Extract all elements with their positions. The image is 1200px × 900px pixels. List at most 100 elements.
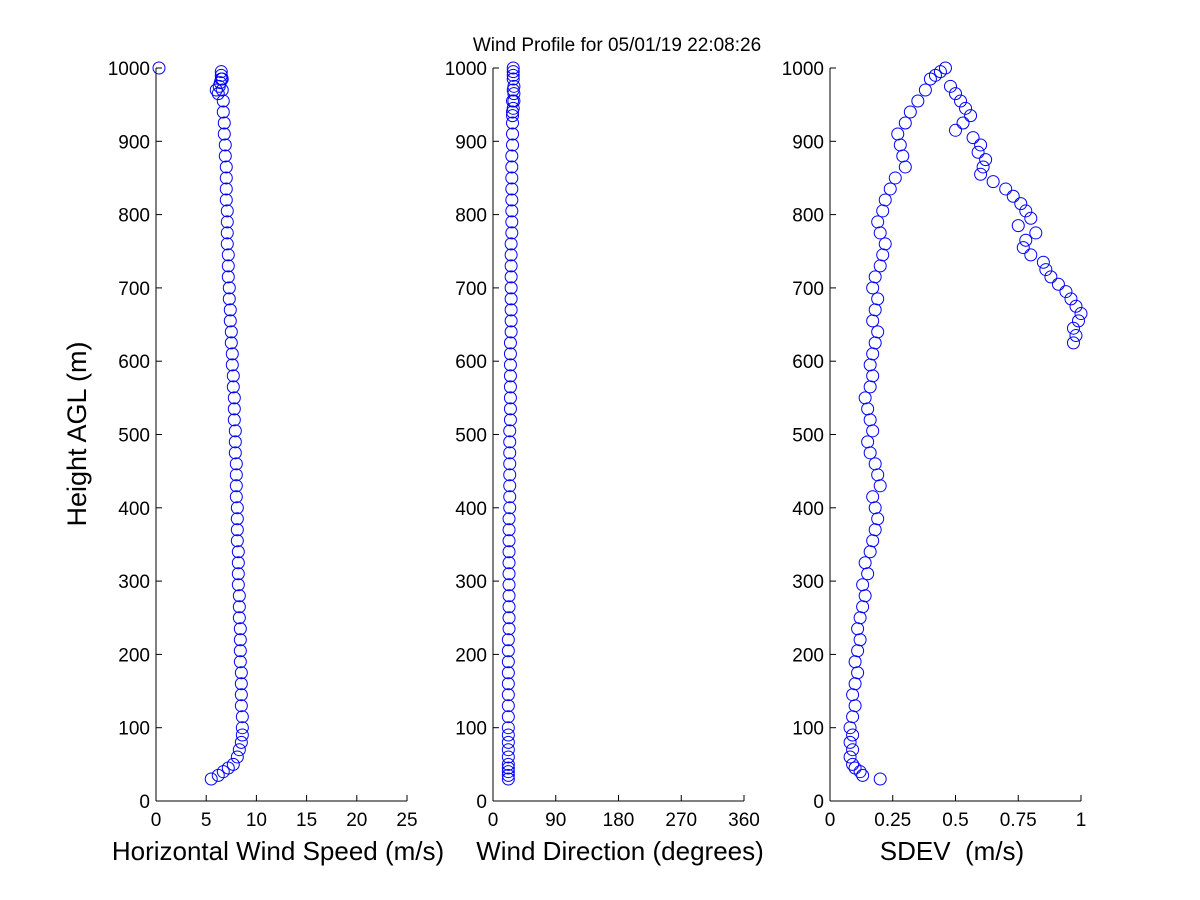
wind-direction-data-point (503, 402, 517, 416)
sdev-data-point (974, 167, 988, 181)
wind-speed-data-point (214, 68, 228, 82)
wind-direction-data-point (502, 600, 516, 614)
sdev-data-point (856, 578, 870, 592)
sdev-data-point (979, 153, 993, 167)
wind-direction-data-point (506, 61, 520, 75)
sdev-data-point (956, 116, 970, 130)
wind-speed-y-tick-label: 800 (118, 206, 150, 227)
wind-speed-data-point (220, 204, 234, 218)
sdev-data-point (1011, 219, 1025, 233)
sdev-data-point (964, 109, 978, 123)
wind-speed-data-point (221, 248, 235, 262)
sdev-data-point (1051, 277, 1065, 291)
wind-speed-data-point (209, 83, 223, 97)
wind-direction-data-point (501, 677, 515, 691)
wind-direction-data-point (503, 336, 517, 350)
wind-direction-data-point (505, 160, 519, 174)
wind-speed-data-point (223, 314, 237, 328)
sdev-data-point (1029, 226, 1043, 240)
wind-speed-data-point (231, 545, 245, 559)
wind-speed-data-point (222, 292, 236, 306)
sdev-data-point (1024, 248, 1038, 262)
wind-speed-data-point (219, 171, 233, 185)
wind-speed-data-point (220, 226, 234, 240)
wind-direction-data-point (505, 193, 519, 207)
sdev-data-point (903, 105, 917, 119)
sdev-y-tick-label: 400 (792, 499, 824, 520)
sdev-x-tick-label: 0.5 (942, 810, 968, 831)
sdev-data-point (1069, 329, 1083, 343)
sdev-data-point (918, 83, 932, 97)
wind-speed-x-tick-label: 15 (296, 810, 317, 831)
wind-speed-y-tick-label: 500 (118, 426, 150, 447)
wind-speed-data-point (233, 655, 247, 669)
wind-speed-y-tick-label: 100 (118, 719, 150, 740)
wind-direction-data-point (503, 468, 517, 482)
wind-speed-data-point (227, 402, 241, 416)
wind-direction-data-point (503, 435, 517, 449)
wind-direction-data-point (503, 424, 517, 438)
wind-direction-data-point (502, 534, 516, 548)
sdev-data-point (1069, 299, 1083, 313)
wind-speed-markers (152, 61, 249, 786)
wind-direction-y-tick-label: 700 (455, 279, 487, 300)
wind-speed-data-point (232, 611, 246, 625)
wind-speed-data-point (226, 380, 240, 394)
sdev-data-point (846, 728, 860, 742)
sdev-data-point (1044, 270, 1058, 284)
wind-speed-data-point (231, 556, 245, 570)
wind-speed-data-point (221, 259, 235, 273)
wind-direction-data-point (503, 391, 517, 405)
wind-direction-data-point (504, 314, 518, 328)
wind-speed-data-point (224, 336, 238, 350)
wind-direction-data-point (507, 79, 521, 93)
wind-direction-data-point (506, 127, 520, 141)
wind-speed-data-point (231, 578, 245, 592)
wind-speed-data-point (228, 424, 242, 438)
wind-direction-data-point (501, 644, 515, 658)
wind-direction-data-point (501, 765, 515, 779)
wind-direction-data-point (502, 512, 516, 526)
sdev-data-point (1074, 307, 1088, 321)
wind-speed-data-point (220, 215, 234, 229)
wind-direction-data-point (502, 545, 516, 559)
sdev-data-point (883, 182, 897, 196)
wind-speed-data-point (228, 435, 242, 449)
wind-speed-data-point (229, 457, 243, 471)
wind-direction-x-tick-label: 360 (728, 810, 760, 831)
wind-speed-data-point (218, 149, 232, 163)
wind-speed-data-point (232, 743, 246, 757)
wind-speed-data-point (232, 589, 246, 603)
wind-direction-data-point (502, 578, 516, 592)
wind-speed-y-tick-label: 300 (118, 572, 150, 593)
sdev-data-point (891, 127, 905, 141)
wind-direction-y-tick-label: 1000 (445, 59, 487, 80)
sdev-data-point (971, 145, 985, 159)
wind-direction-data-point (501, 750, 515, 764)
wind-direction-data-point (501, 761, 515, 775)
sdev-data-point (1016, 241, 1030, 255)
wind-speed-data-point (232, 600, 246, 614)
wind-direction-data-point (504, 270, 518, 284)
wind-speed-y-tick-label: 1000 (108, 59, 150, 80)
sdev-data-point (911, 94, 925, 108)
sdev-data-point (1019, 204, 1033, 218)
sdev-data-point (858, 391, 872, 405)
wind-speed-x-tick-label: 10 (246, 810, 267, 831)
sdev-x-tick-label: 0 (825, 810, 836, 831)
sdev-data-point (861, 435, 875, 449)
wind-direction-data-point (506, 109, 520, 123)
wind-speed-data-point (224, 325, 238, 339)
wind-speed-data-point (217, 116, 231, 130)
wind-direction-x-tick-label: 0 (488, 810, 499, 831)
wind-direction-y-tick-label: 0 (476, 792, 487, 813)
sdev-data-point (1006, 189, 1020, 203)
wind-direction-data-point (506, 68, 520, 82)
wind-speed-data-point (230, 512, 244, 526)
sdev-data-point (868, 457, 882, 471)
sdev-data-point (959, 101, 973, 115)
sdev-data-point (949, 87, 962, 101)
wind-speed-data-point (220, 237, 234, 251)
sdev-y-tick-label: 1000 (782, 59, 824, 80)
wind-direction-data-point (507, 94, 521, 108)
